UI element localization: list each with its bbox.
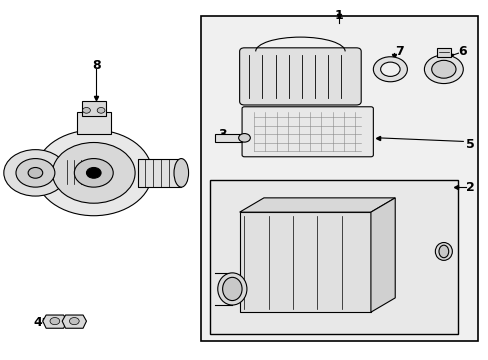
Circle shape xyxy=(52,143,135,203)
Circle shape xyxy=(86,167,101,178)
Circle shape xyxy=(50,318,60,325)
Circle shape xyxy=(35,130,152,216)
Text: 6: 6 xyxy=(457,45,466,58)
Ellipse shape xyxy=(222,277,242,301)
Text: 4: 4 xyxy=(33,316,42,329)
Bar xyxy=(210,180,458,334)
Circle shape xyxy=(74,158,113,187)
Ellipse shape xyxy=(434,243,451,260)
Polygon shape xyxy=(42,315,67,328)
Circle shape xyxy=(431,60,455,78)
Ellipse shape xyxy=(217,273,246,305)
FancyBboxPatch shape xyxy=(239,48,361,105)
Bar xyxy=(436,48,450,57)
Polygon shape xyxy=(62,315,86,328)
Bar xyxy=(201,16,477,341)
Circle shape xyxy=(380,62,399,76)
Circle shape xyxy=(16,158,55,187)
Text: 3: 3 xyxy=(218,128,226,141)
Bar xyxy=(137,158,181,187)
Polygon shape xyxy=(239,198,394,212)
Circle shape xyxy=(372,57,407,82)
Ellipse shape xyxy=(438,245,448,258)
FancyBboxPatch shape xyxy=(242,107,372,157)
Circle shape xyxy=(97,108,105,113)
Circle shape xyxy=(424,55,462,84)
Circle shape xyxy=(82,108,90,113)
Text: 8: 8 xyxy=(92,59,101,72)
Text: 5: 5 xyxy=(465,138,474,151)
Polygon shape xyxy=(370,198,394,312)
Bar xyxy=(77,112,111,134)
Bar xyxy=(215,134,242,143)
Circle shape xyxy=(69,318,79,325)
Bar xyxy=(81,102,106,116)
Text: 1: 1 xyxy=(334,9,343,22)
Bar xyxy=(239,212,370,312)
Text: 2: 2 xyxy=(465,181,474,194)
Circle shape xyxy=(238,134,250,142)
Ellipse shape xyxy=(174,158,188,187)
Text: 7: 7 xyxy=(394,45,403,58)
Circle shape xyxy=(4,150,67,196)
Circle shape xyxy=(28,167,42,178)
